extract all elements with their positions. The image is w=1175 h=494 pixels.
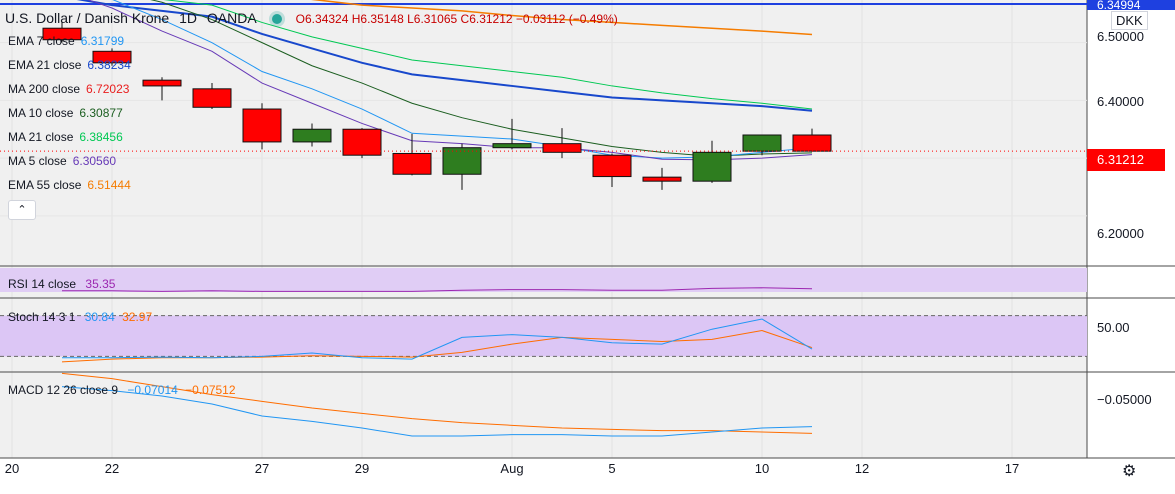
- low-value: L6.31065: [407, 12, 458, 26]
- candle-body: [792, 134, 832, 152]
- stoch-d-value: 32.97: [122, 310, 153, 324]
- source: OANDA: [206, 10, 256, 26]
- macd-signal-line: [61, 372, 813, 434]
- overlay-value: 6.72023: [86, 82, 130, 96]
- macd-line: [61, 386, 813, 437]
- ma21-line: [163, 0, 813, 110]
- price-axis-label: 6.50000: [1097, 29, 1144, 44]
- rsi-label[interactable]: RSI 14 close: [8, 277, 77, 291]
- overlay-label: MA 10 close: [8, 106, 74, 120]
- candle-body: [192, 88, 232, 108]
- candle-body: [692, 151, 732, 182]
- stoch-k-line: [62, 318, 813, 360]
- date-axis-label: 17: [1004, 461, 1020, 476]
- candle-body: [492, 143, 532, 149]
- date-axis-label: 29: [354, 461, 370, 476]
- price-axis-label: 6.40000: [1097, 94, 1144, 109]
- rsi-line: [62, 287, 813, 292]
- date-axis-label: 10: [754, 461, 770, 476]
- overlay-label: MA 200 close: [8, 82, 81, 96]
- price-axis-label: 6.20000: [1097, 226, 1144, 241]
- macd-legend: MACD 12 26 close 9 −0.07014 −0.07512: [8, 383, 236, 397]
- macd-label[interactable]: MACD 12 26 close 9: [8, 383, 119, 397]
- overlay-label: MA 5 close: [8, 154, 67, 168]
- overlay-legend-row[interactable]: MA 5 close 6.30560: [8, 154, 116, 168]
- last-price-tag: 6.31212: [1087, 149, 1165, 171]
- ema21-line: [76, 0, 813, 112]
- candle-body: [642, 176, 682, 182]
- rsi-value: 35.35: [85, 277, 116, 291]
- chart-title: U.S. Dollar / Danish Krone 1D OANDA O6.3…: [5, 10, 618, 26]
- overlay-legend-row[interactable]: MA 21 close 6.38456: [8, 130, 123, 144]
- candle-body: [542, 143, 582, 153]
- interval[interactable]: 1D: [179, 10, 197, 26]
- collapse-legend-button[interactable]: ⌃: [8, 200, 36, 220]
- overlay-value: 6.38234: [87, 58, 131, 72]
- overlay-legend-row[interactable]: MA 200 close 6.72023: [8, 82, 129, 96]
- overlay-label: EMA 55 close: [8, 178, 82, 192]
- market-status-icon: [271, 14, 282, 24]
- rsi-legend: RSI 14 close 35.35: [8, 277, 115, 291]
- date-axis-label: 22: [104, 461, 120, 476]
- stoch-k-value: 30.84: [84, 310, 115, 324]
- high-value: H6.35148: [351, 12, 404, 26]
- candle-body: [292, 128, 332, 143]
- settings-gear-icon[interactable]: ⚙: [1122, 463, 1137, 480]
- overlay-value: 6.30560: [72, 154, 117, 168]
- open-value: O6.34324: [295, 12, 349, 26]
- currency-label[interactable]: DKK: [1111, 11, 1148, 30]
- overlay-label: EMA 21 close: [8, 58, 82, 72]
- stoch-legend: Stoch 14 3 1 30.84 32.97: [8, 310, 152, 324]
- macd-axis-label: −0.05000: [1097, 392, 1152, 407]
- symbol-name[interactable]: U.S. Dollar / Danish Krone: [5, 10, 170, 26]
- date-axis-label: 5: [608, 461, 616, 476]
- overlay-legend-row[interactable]: EMA 21 close 6.38234: [8, 58, 131, 72]
- ema7-line: [112, 0, 813, 159]
- ma10-line: [150, 0, 813, 157]
- overlay-value: 6.38456: [79, 130, 123, 144]
- date-axis-label: 27: [254, 461, 270, 476]
- macd-value: −0.07014: [127, 383, 178, 397]
- rsi-band: [0, 268, 1087, 292]
- top-price-tag: 6.34994: [1087, 0, 1175, 10]
- date-axis-label: 12: [854, 461, 870, 476]
- candle-body: [92, 50, 132, 64]
- candle-body: [142, 79, 182, 87]
- ema55-line: [311, 0, 813, 36]
- stoch-axis-label: 50.00: [1097, 320, 1130, 335]
- candle-body: [342, 128, 382, 156]
- date-axis-label: 20: [4, 461, 20, 476]
- overlay-legend-row[interactable]: EMA 55 close 6.51444: [8, 178, 131, 192]
- ohlc-values: O6.34324 H6.35148 L6.31065 C6.31212 −0.0…: [296, 12, 618, 26]
- overlay-legend-row[interactable]: MA 10 close 6.30877: [8, 106, 123, 120]
- overlay-label: EMA 7 close: [8, 34, 75, 48]
- overlay-label: MA 21 close: [8, 130, 74, 144]
- macd-signal-value: −0.07512: [185, 383, 236, 397]
- date-axis-label: Aug: [500, 461, 524, 476]
- candle-body: [242, 108, 282, 143]
- change-value: −0.03112 (−0.49%): [515, 12, 618, 26]
- close-value: C6.31212: [460, 12, 513, 26]
- candle-body: [442, 147, 482, 175]
- plot-background: [0, 0, 1087, 458]
- overlay-legend-row[interactable]: EMA 7 close 6.31799: [8, 34, 124, 48]
- ma5-line: [87, 0, 813, 161]
- stoch-label[interactable]: Stoch 14 3 1: [8, 310, 76, 324]
- candle-body: [42, 27, 82, 41]
- overlay-value: 6.30877: [79, 106, 123, 120]
- candle-body: [392, 152, 432, 175]
- candle-body: [592, 154, 632, 178]
- candle-body: [742, 134, 782, 152]
- overlay-value: 6.31799: [80, 34, 125, 48]
- overlay-value: 6.51444: [87, 178, 131, 192]
